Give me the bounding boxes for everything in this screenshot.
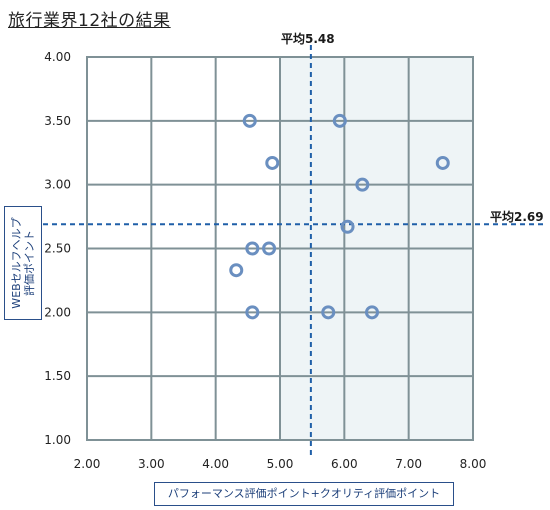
y-tick-label: 2.50 — [44, 242, 71, 256]
data-point — [245, 305, 260, 320]
data-point — [229, 263, 244, 278]
chart-title: 旅行業界12社の結果 — [8, 11, 171, 31]
data-point — [364, 305, 379, 320]
data-point — [245, 241, 260, 256]
y-axis-label-box: WEBセルフヘルプ 評価ポイント — [4, 206, 42, 320]
y-axis-label-line2: 評価ポイント — [23, 230, 36, 296]
data-point — [340, 219, 355, 234]
data-point — [435, 155, 450, 170]
y-tick-label: 3.00 — [44, 178, 71, 192]
data-point — [355, 177, 370, 192]
x-axis-label-box: パフォーマンス評価ポイント+クオリティ評価ポイント — [154, 482, 454, 506]
plot-border — [86, 56, 474, 441]
x-tick-label: 3.00 — [138, 457, 165, 471]
data-point — [242, 113, 257, 128]
y-axis-label-line1: WEBセルフヘルプ — [10, 217, 23, 309]
y-tick-label: 1.50 — [44, 369, 71, 383]
y-tick-label: 1.00 — [44, 433, 71, 447]
x-tick-label: 4.00 — [202, 457, 229, 471]
data-point — [262, 241, 277, 256]
data-point — [265, 155, 280, 170]
y-tick-label: 4.00 — [44, 50, 71, 64]
x-average-label: 平均5.48 — [281, 32, 335, 46]
y-tick-label: 3.50 — [44, 114, 71, 128]
x-tick-label: 6.00 — [331, 457, 358, 471]
x-tick-label: 7.00 — [395, 457, 422, 471]
y-tick-label: 2.00 — [44, 305, 71, 319]
x-axis-label: パフォーマンス評価ポイント+クオリティ評価ポイント — [167, 487, 441, 500]
x-tick-label: 5.00 — [267, 457, 294, 471]
x-tick-label: 8.00 — [460, 457, 487, 471]
data-point — [332, 113, 347, 128]
data-point — [321, 305, 336, 320]
y-average-label: 平均2.69 — [490, 210, 544, 224]
x-tick-label: 2.00 — [74, 457, 101, 471]
y-axis-label: WEBセルフヘルプ 評価ポイント — [10, 217, 36, 308]
